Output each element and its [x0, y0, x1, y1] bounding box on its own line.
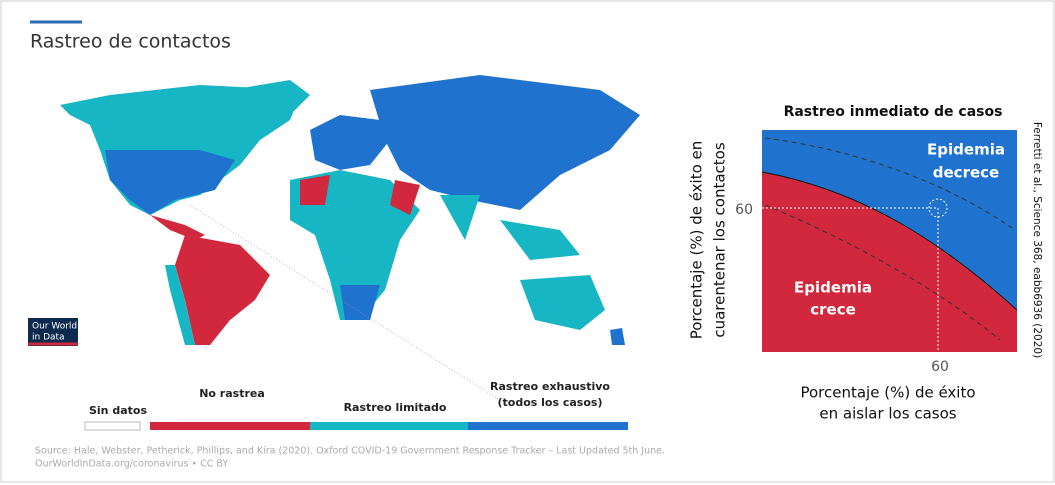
- guide-circle: [928, 198, 948, 218]
- diagram-title: Rastreo inmediato de casos: [784, 104, 1003, 120]
- x-axis-label: Porcentaje (%) de éxito: [800, 384, 975, 402]
- logo-text: Our World: [32, 322, 77, 332]
- region-label: decrece: [933, 164, 999, 182]
- region-decline: [762, 130, 1017, 310]
- threshold-curve: [761, 171, 1018, 311]
- source: OurWorldInData.org/coronavirus • CC BY: [35, 459, 228, 470]
- y-axis-label: cuarentenar los contactos: [711, 142, 729, 338]
- x-axis-label: en aislar los casos: [819, 405, 956, 423]
- legend-swatch: [310, 422, 468, 430]
- legend-label: Rastreo limitado: [344, 401, 447, 414]
- y-axis-label: Porcentaje (%) de éxito en: [688, 141, 706, 340]
- x-tick-label: 60: [931, 359, 949, 375]
- legend-label: (todos los casos): [498, 396, 603, 409]
- legend-swatch: [468, 422, 628, 430]
- logo: [28, 318, 78, 346]
- legend-label: Sin datos: [89, 404, 147, 417]
- region-label: Epidemia: [794, 279, 872, 297]
- legend-label: No rastrea: [199, 387, 265, 400]
- dashed-curve: [764, 137, 1013, 229]
- title: Rastreo de contactos: [30, 31, 231, 53]
- legend-swatch: [150, 422, 310, 430]
- source: Source: Hale, Webster, Petherick, Philli…: [35, 446, 665, 457]
- citation: Ferretti et al., Science 368, eabb6936 (…: [1031, 122, 1043, 358]
- region-label: Epidemia: [927, 141, 1005, 159]
- legend-label: Rastreo exhaustivo: [490, 380, 610, 393]
- legend-swatch: [84, 421, 141, 431]
- diagram: Rastreo inmediato de casos Epidemia decr…: [688, 104, 1044, 423]
- logo-text: in Data: [32, 333, 65, 343]
- region-label: crece: [810, 301, 856, 319]
- y-tick-label: 60: [735, 202, 753, 218]
- world-map: [60, 75, 640, 401]
